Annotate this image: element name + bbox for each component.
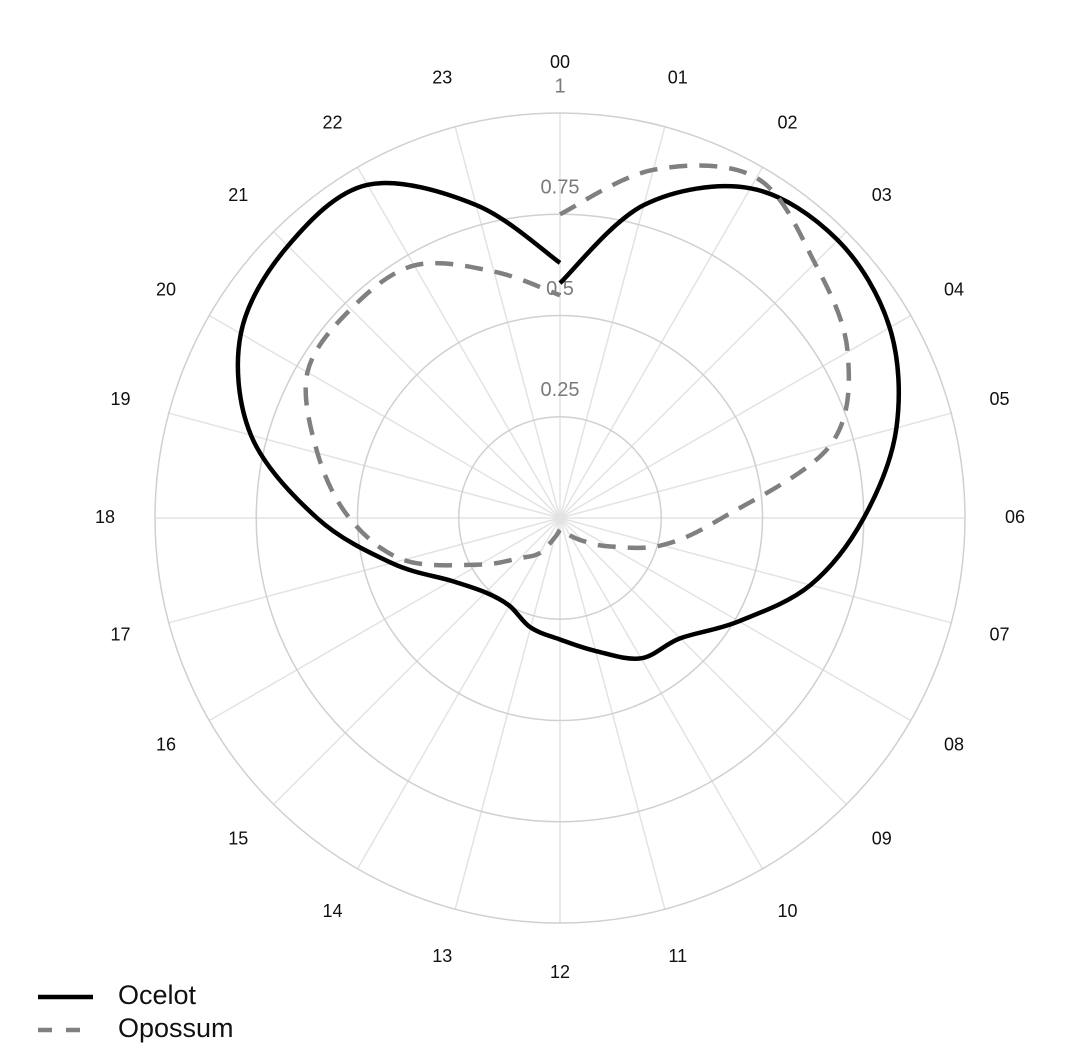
x-tick-label: 04 [944, 279, 964, 299]
series-line [303, 163, 852, 568]
x-tick-label: 20 [156, 279, 176, 299]
x-tick-label: 12 [550, 962, 570, 982]
x-tick-label: 02 [777, 113, 797, 133]
x-tick-label: 03 [872, 185, 892, 205]
x-tick-label: 01 [668, 67, 688, 87]
x-tick-label: 15 [228, 828, 248, 848]
x-tick-label: 00 [550, 52, 570, 72]
legend-label: Opossum [118, 1013, 234, 1043]
x-tick-label: 07 [989, 625, 1009, 645]
legend-label: Ocelot [118, 980, 197, 1010]
x-tick-label: 06 [1005, 507, 1025, 527]
x-tick-label: 23 [432, 67, 452, 87]
x-tick-label: 16 [156, 734, 176, 754]
x-tick-label: 14 [322, 901, 342, 921]
y-tick-label: 1 [554, 75, 565, 97]
x-tick-label: 13 [432, 946, 452, 966]
x-tick-label: 18 [95, 507, 115, 527]
series-line [235, 180, 902, 661]
y-tick-label: 0.25 [541, 379, 580, 401]
x-tick-label: 10 [777, 901, 797, 921]
x-tick-label: 21 [228, 185, 248, 205]
grid-circle [458, 416, 662, 620]
x-tick-label: 17 [110, 625, 130, 645]
x-tick-label: 19 [110, 389, 130, 409]
x-tick-label: 11 [668, 946, 687, 966]
y-tick-label: 0.75 [541, 177, 580, 199]
x-tick-label: 22 [322, 113, 342, 133]
x-tick-label: 09 [872, 828, 892, 848]
x-tick-label: 08 [944, 734, 964, 754]
grid-circle [356, 314, 764, 722]
grid-circle [154, 112, 966, 924]
x-tick-label: 05 [989, 389, 1009, 409]
